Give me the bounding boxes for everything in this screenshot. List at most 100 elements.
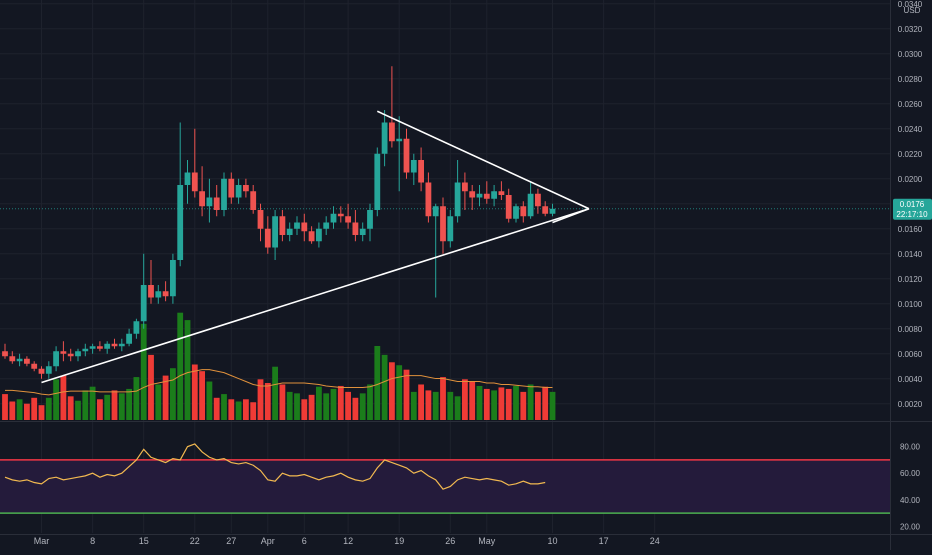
volume-bar	[148, 354, 154, 420]
candle-body	[279, 216, 286, 235]
volume-bar	[418, 384, 424, 420]
volume-bar	[140, 323, 147, 420]
volume-bar	[104, 394, 111, 420]
volume-bar	[162, 375, 169, 420]
candle-body	[527, 193, 534, 217]
volume-pane	[2, 312, 556, 420]
candle-body	[294, 222, 300, 229]
candle-body	[60, 351, 67, 354]
candle-body	[447, 216, 454, 242]
volume-bar	[316, 386, 322, 420]
price-axis-tick: 0.0280	[898, 75, 923, 84]
volume-bar	[337, 385, 344, 420]
price-axis-tick: 0.0040	[898, 375, 923, 384]
rsi-axis-tick: 40.00	[900, 496, 921, 505]
volume-bar	[374, 346, 381, 420]
volume-bar	[133, 377, 140, 420]
volume-bar	[381, 354, 388, 420]
time-axis-tick: Apr	[261, 536, 275, 546]
candle-body	[432, 206, 439, 217]
volume-bar	[45, 397, 52, 420]
candle-body	[308, 231, 315, 242]
candle-body	[75, 351, 81, 357]
candle-body	[257, 210, 264, 229]
price-axis-tick: 0.0300	[898, 50, 923, 59]
volume-bar	[184, 320, 191, 420]
candle-body	[97, 346, 103, 349]
rsi-line	[4, 443, 546, 490]
volume-bar	[243, 399, 249, 420]
candle-body	[454, 182, 461, 217]
volume-bar	[111, 390, 118, 420]
volume-bar	[221, 394, 227, 420]
candle-body	[476, 193, 483, 198]
price-axis-tick: 0.0060	[898, 350, 923, 359]
volume-bar	[24, 403, 30, 420]
candle-body	[410, 160, 417, 173]
volume-bar	[82, 390, 89, 420]
price-badge-countdown: 22:17:10	[896, 210, 928, 219]
axis-layer: 0.0020 0.0040 0.0060 0.0080 0.0100 0.0120 0.01…	[34, 0, 923, 546]
price-axis-tick: 0.0140	[898, 250, 923, 259]
volume-bar	[60, 375, 67, 420]
candle-body	[104, 343, 111, 349]
candle-body	[111, 343, 118, 347]
candle-body	[9, 356, 16, 362]
time-axis-tick: May	[478, 536, 496, 546]
candle-body	[359, 228, 366, 235]
time-axis-tick: 26	[445, 536, 455, 546]
price-axis-tick: 0.0160	[898, 225, 923, 234]
candle-body	[221, 178, 227, 210]
candle-body	[133, 321, 140, 334]
candle-body	[148, 285, 154, 298]
time-axis-tick: 27	[226, 536, 236, 546]
volume-bar	[53, 379, 59, 420]
price-axis-tick: 0.0020	[898, 400, 923, 409]
candle-body	[162, 291, 169, 297]
price-axis-tick: 0.0320	[898, 25, 923, 34]
volume-bar	[323, 393, 330, 420]
volume-bar	[549, 391, 556, 420]
price-axis-tick: 0.0240	[898, 125, 923, 134]
candle-body	[483, 193, 490, 199]
candle-body	[228, 178, 235, 198]
candle-body	[155, 291, 162, 298]
volume-bar	[345, 391, 351, 420]
candle-body	[38, 368, 45, 374]
candle-body	[184, 172, 191, 185]
candle-body	[469, 191, 476, 198]
rsi-axis-tick: 80.00	[900, 443, 921, 452]
volume-bar	[308, 394, 315, 420]
price-axis-tick: 0.0080	[898, 325, 923, 334]
volume-bar	[97, 399, 103, 420]
volume-bar	[462, 379, 468, 420]
trendline	[552, 208, 590, 224]
trendline	[376, 110, 590, 210]
candle-body	[191, 172, 198, 192]
volume-bar	[396, 365, 403, 420]
candle-body	[345, 216, 351, 223]
volume-bar	[389, 362, 395, 420]
volume-bar	[491, 390, 497, 420]
candle-body	[272, 216, 278, 248]
candle-body	[418, 160, 424, 183]
candle-body	[243, 185, 249, 192]
time-axis-tick: 22	[190, 536, 200, 546]
volume-bar	[542, 386, 549, 420]
candle-body	[118, 343, 125, 347]
volume-bar	[126, 388, 132, 420]
candle-body	[389, 122, 395, 142]
price-badge[interactable]: 0.0176 22:17:10	[893, 198, 932, 220]
volume-bar	[170, 368, 176, 420]
candle-body	[505, 195, 512, 219]
volume-bar	[330, 388, 337, 420]
price-axis-tick: 0.0340	[898, 0, 923, 9]
candle-body	[542, 206, 549, 214]
volume-bar	[483, 388, 490, 420]
volume-bar	[264, 383, 271, 420]
candle-body	[126, 333, 132, 344]
candle-body	[89, 346, 96, 349]
volume-bar	[352, 397, 359, 420]
